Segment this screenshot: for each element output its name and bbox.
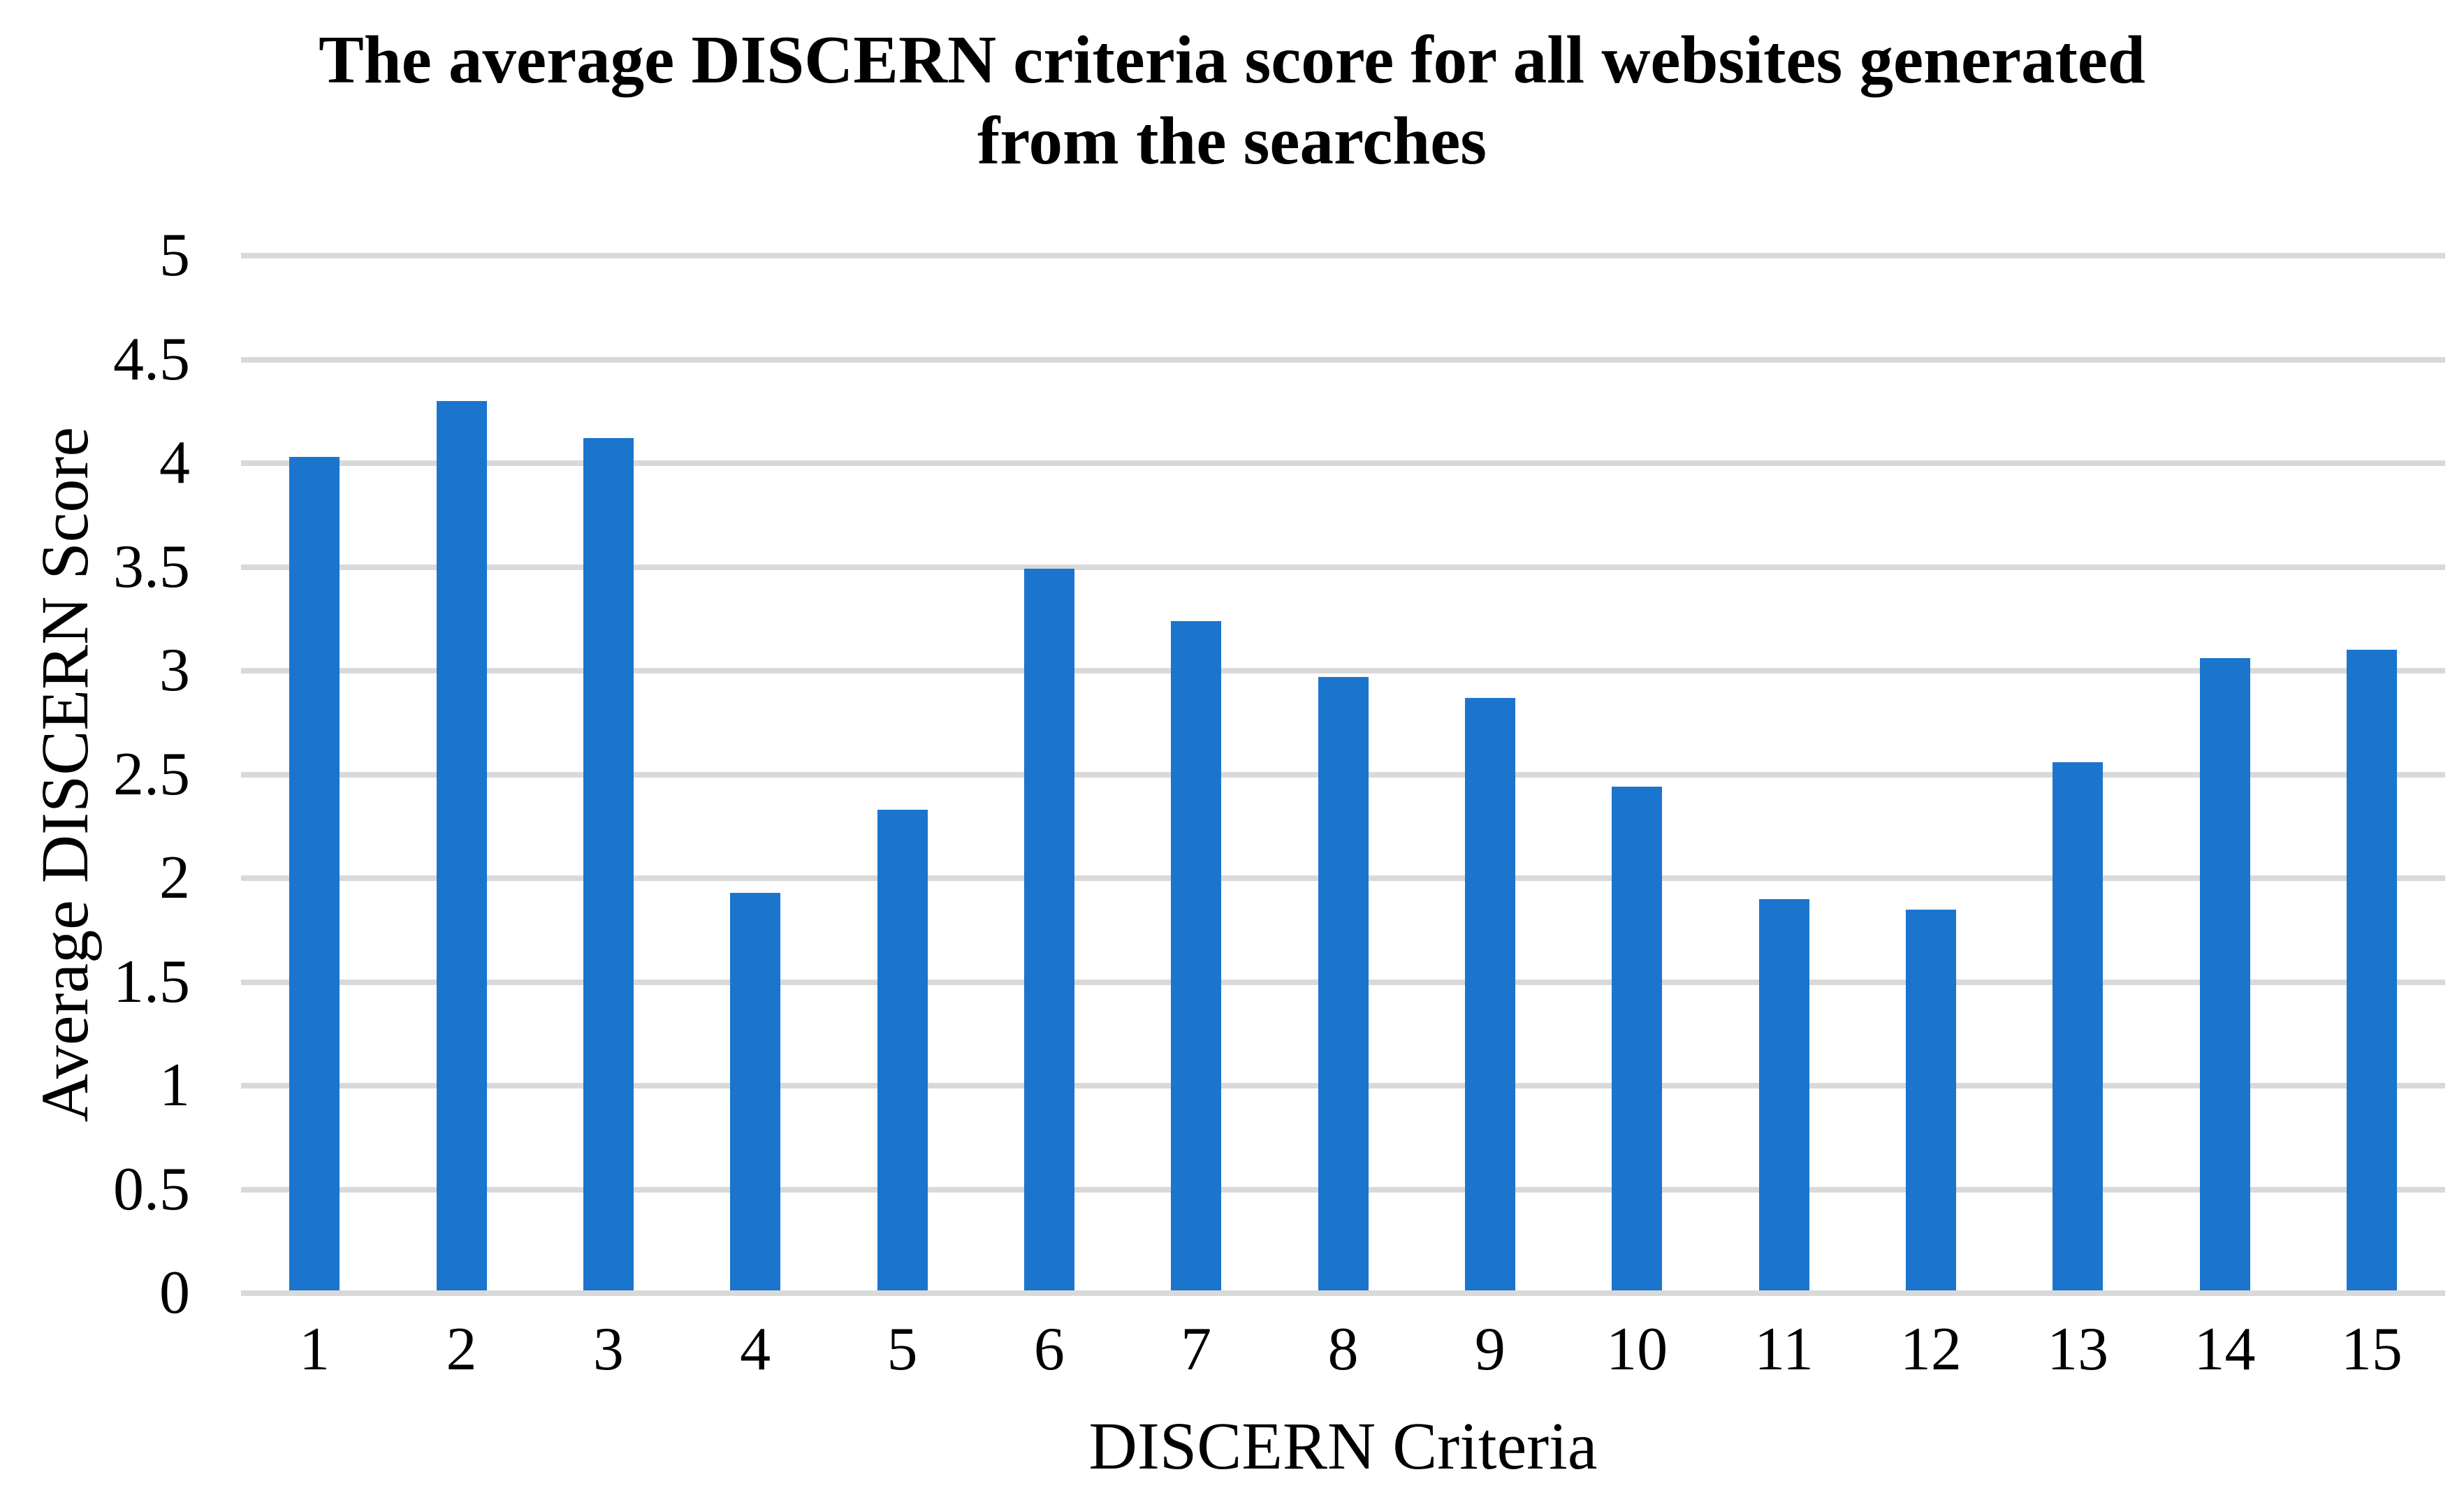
x-tick-label-6: 6	[1033, 1316, 1065, 1383]
y-tick-label-5: 5	[159, 221, 190, 289]
gridline-y-3.5	[241, 564, 2445, 570]
y-tick-label-1.5: 1.5	[113, 947, 190, 1016]
y-tick-label-1: 1	[159, 1051, 190, 1119]
bar-criterion-4	[730, 892, 781, 1290]
x-tick-label-8: 8	[1327, 1316, 1359, 1383]
bar-criterion-15	[2346, 650, 2397, 1290]
bar-criterion-6	[1023, 569, 1074, 1290]
gridline-y-4	[241, 460, 2445, 466]
y-tick-label-0: 0	[159, 1259, 190, 1327]
plot-area	[241, 253, 2445, 1296]
bar-criterion-3	[583, 438, 634, 1290]
y-tick-label-3: 3	[159, 636, 190, 704]
y-tick-label-4.5: 4.5	[113, 325, 190, 393]
chart-title: The average DISCERN criteria score for a…	[319, 22, 2145, 179]
x-tick-label-15: 15	[2340, 1316, 2403, 1383]
y-tick-label-2.5: 2.5	[113, 740, 190, 808]
gridline-y-3	[241, 668, 2445, 673]
bar-criterion-9	[1464, 697, 1515, 1290]
bar-criterion-1	[289, 457, 340, 1290]
y-tick-label-3.5: 3.5	[113, 532, 190, 601]
x-tick-label-2: 2	[446, 1316, 477, 1383]
y-tick-label-2: 2	[159, 844, 190, 912]
gridline-y-5	[241, 253, 2445, 258]
bar-criterion-13	[2053, 762, 2104, 1290]
x-tick-label-14: 14	[2194, 1316, 2256, 1383]
x-tick-label-4: 4	[740, 1316, 771, 1383]
bar-criterion-7	[1171, 620, 1222, 1290]
bar-criterion-8	[1318, 676, 1369, 1290]
bar-criterion-14	[2199, 658, 2250, 1290]
bar-criterion-5	[877, 810, 928, 1290]
x-tick-label-12: 12	[1900, 1316, 1962, 1383]
y-tick-label-0.5: 0.5	[113, 1155, 190, 1223]
bar-criterion-2	[436, 400, 487, 1290]
x-tick-label-3: 3	[592, 1316, 624, 1383]
gridline-y-4.5	[241, 356, 2445, 363]
x-tick-label-9: 9	[1474, 1316, 1506, 1383]
x-tick-label-11: 11	[1754, 1316, 1814, 1383]
y-tick-label-4: 4	[159, 429, 190, 497]
bar-criterion-12	[1905, 909, 1956, 1290]
x-tick-label-1: 1	[299, 1316, 330, 1383]
bar-criterion-10	[1612, 787, 1663, 1290]
x-tick-label-13: 13	[2047, 1316, 2109, 1383]
x-tick-label-5: 5	[887, 1316, 918, 1383]
x-tick-label-7: 7	[1181, 1316, 1212, 1383]
bar-criterion-11	[1758, 898, 1809, 1290]
gridline-y-0	[241, 1290, 2445, 1296]
x-tick-label-10: 10	[1606, 1316, 1668, 1383]
x-axis-title: DISCERN Criteria	[1088, 1408, 1598, 1483]
